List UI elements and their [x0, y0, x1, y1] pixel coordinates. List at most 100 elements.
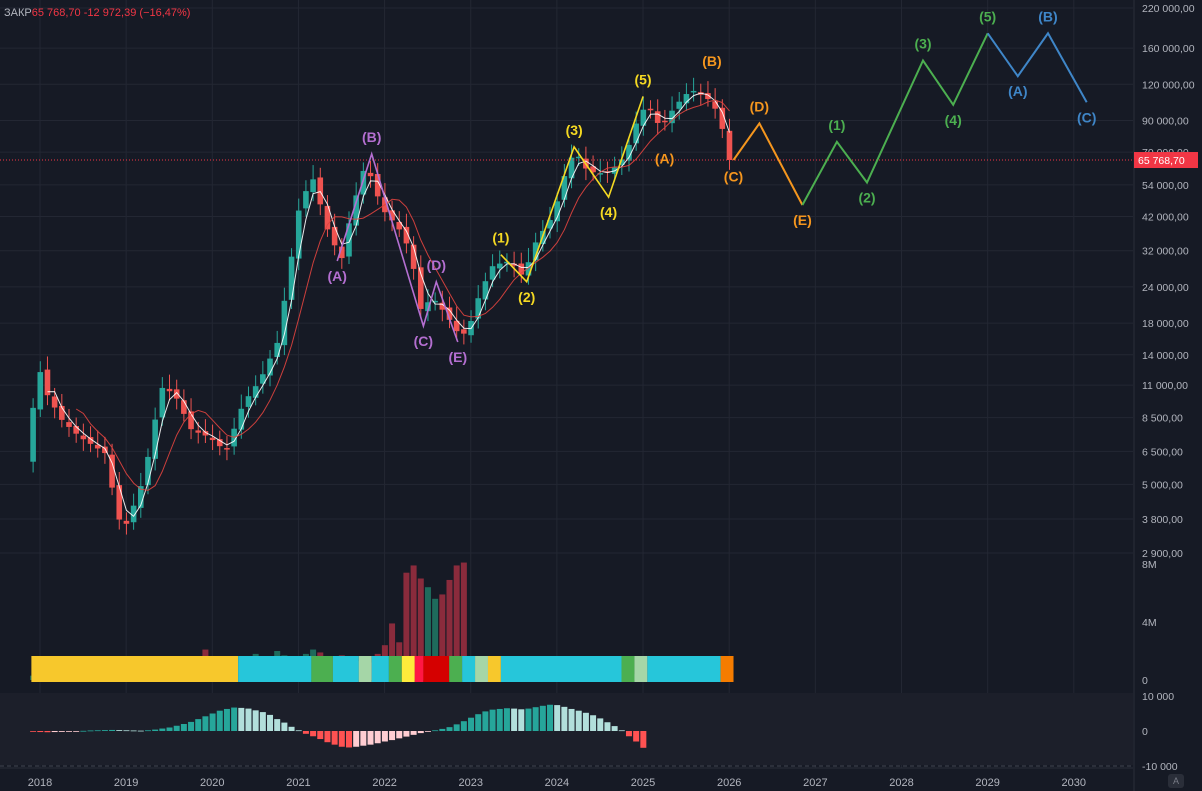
oscillator-bar [51, 731, 58, 733]
current-price-tag [1134, 152, 1198, 169]
candle-body [195, 430, 202, 433]
candle-body [554, 201, 560, 222]
oscillator-bar [611, 726, 618, 731]
candle-body [518, 263, 525, 275]
ribbon-segment [487, 656, 501, 682]
time-tick-label: 2026 [717, 777, 741, 789]
volume-bar [410, 565, 417, 680]
trend-ribbon [31, 656, 734, 682]
oscillator-bar [137, 730, 144, 732]
oscillator-bar [482, 711, 489, 731]
candle-body [453, 320, 460, 332]
oscillator-bar [374, 731, 381, 744]
price-tick-label: 160 000,00 [1142, 43, 1195, 55]
price-tick-label: 24 000,00 [1142, 282, 1189, 294]
oscillator-bar [410, 731, 417, 735]
wave-lines [336, 31, 1088, 343]
oscillator-bar [525, 708, 532, 731]
ribbon-segment [720, 656, 734, 682]
moving-average-slow [75, 99, 730, 491]
ribbon-segment [414, 656, 424, 682]
price-tick-label: 5 000,00 [1142, 479, 1183, 491]
oscillator-tick-label: 0 [1142, 726, 1148, 738]
oscillator-bar [123, 730, 130, 732]
wave-label: (2) [858, 190, 875, 206]
candle-body [662, 120, 668, 123]
wave-label: (4) [600, 204, 617, 220]
oscillator-bar [180, 724, 187, 731]
candle-body [209, 437, 216, 441]
oscillator-bar [152, 729, 159, 731]
candle-body [590, 166, 596, 173]
ribbon-segment [401, 656, 415, 682]
ribbon-segment [238, 656, 312, 682]
candle-body [181, 400, 187, 414]
candle-body [482, 281, 489, 300]
volume-bar [439, 594, 446, 680]
volume-bar [453, 565, 460, 680]
auto-scale-button[interactable]: A [1168, 774, 1184, 788]
time-tick-label: 2030 [1062, 777, 1086, 789]
oscillator-bar [338, 731, 345, 747]
candle-body [238, 408, 245, 430]
oscillator-bar [633, 731, 640, 742]
volume-tick-label: 8M [1142, 559, 1157, 571]
oscillator-bar [489, 709, 496, 731]
oscillator-bar [324, 731, 331, 743]
oscillator-bar [360, 731, 367, 746]
candle-body [568, 157, 575, 179]
price-tick-label: 18 000,00 [1142, 318, 1189, 330]
candle-body [676, 101, 683, 109]
candle-body [51, 396, 58, 408]
oscillator-bar [166, 727, 173, 731]
oscillator-bar [389, 731, 396, 741]
time-tick-label: 2025 [631, 777, 655, 789]
oscillator-bar [432, 730, 439, 732]
candle-body [504, 261, 510, 264]
oscillator-bar [604, 722, 611, 731]
volume-bar [460, 562, 467, 680]
volume-bar [403, 572, 410, 680]
candle-body [654, 111, 661, 123]
oscillator-bar [367, 731, 374, 745]
change-value: -12 972,39 [83, 7, 137, 19]
oscillator-bar [353, 731, 360, 747]
candle-body [410, 244, 417, 269]
time-tick-label: 2022 [372, 777, 396, 789]
candle-body [339, 246, 345, 259]
oscillator-bar [317, 731, 324, 740]
oscillator-bar [396, 731, 403, 739]
oscillator-bar [44, 731, 51, 733]
oscillator-bar [518, 709, 525, 731]
wave-label: (A) [1008, 83, 1027, 99]
candle-body [87, 437, 94, 444]
candle-body [188, 411, 194, 430]
candle-body [511, 263, 517, 266]
oscillator-bar [159, 728, 166, 731]
oscillator-bar [640, 731, 647, 748]
candle-body [80, 435, 87, 440]
oscillator-bar [302, 731, 309, 734]
volume-tick-label: 0 [1142, 675, 1148, 687]
price-tick-label: 32 000,00 [1142, 246, 1189, 258]
price-header: ЗАКР65 768,70 -12 972,39 (−16,47%) [4, 7, 190, 19]
time-tick-label: 2027 [803, 777, 827, 789]
candle-body [59, 405, 65, 420]
wave-label: (B) [1038, 8, 1057, 24]
price-tick-label: 120 000,00 [1142, 79, 1195, 91]
oscillator-bar [295, 730, 302, 732]
candle-body [216, 439, 223, 447]
oscillator-bar [439, 728, 446, 731]
wave-label: (B) [702, 53, 721, 69]
price-tick-label: 3 800,00 [1142, 514, 1183, 526]
ribbon-segment [462, 656, 476, 682]
candle-body [597, 173, 604, 175]
oscillator-bar [101, 730, 108, 731]
candle-body [669, 110, 675, 124]
oscillator-bar [582, 712, 589, 731]
candle-body [317, 177, 324, 205]
wave-line-purple [336, 151, 459, 343]
candle-body [417, 267, 424, 309]
candle-body [130, 505, 137, 523]
oscillator-bar [475, 714, 482, 731]
